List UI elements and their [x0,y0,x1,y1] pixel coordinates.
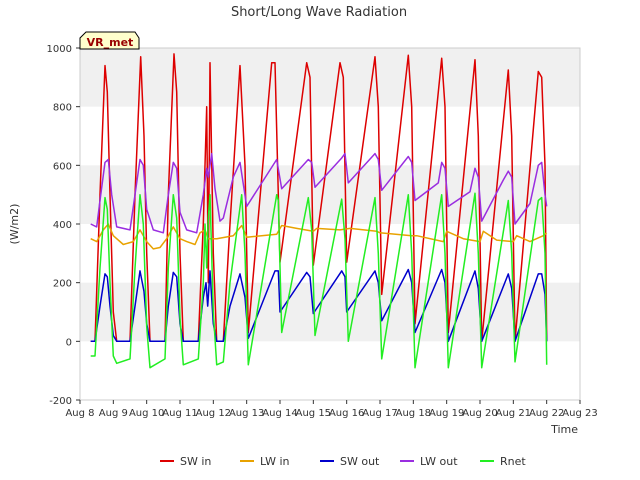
y-tick-label: 0 [66,337,72,348]
station-label-box: VR_met [79,31,140,50]
x-axis-label: Time [550,423,578,436]
x-tick-label: Aug 19 [429,408,464,419]
y-tick-label: 600 [53,161,72,172]
x-tick-label: Aug 18 [396,408,431,419]
x-tick-label: Aug 14 [262,408,297,419]
x-tick-label: Aug 23 [562,408,597,419]
y-axis: -200 0 200 400 600 800 1000 [47,44,80,407]
station-label-background [79,31,140,50]
y-tick-label: 400 [53,220,72,231]
x-tick-label: Aug 13 [229,408,264,419]
legend: SW in LW in SW out LW out Rnet [160,455,526,468]
series-line-rnet [90,192,548,369]
chart-title: Short/Long Wave Radiation [231,5,407,20]
legend-label: SW out [340,455,380,468]
grid-band [80,282,580,342]
x-tick-label: Aug 11 [162,408,197,419]
series-line-lw-in [90,223,548,250]
x-tick-label: Aug 17 [362,408,397,419]
x-tick-label: Aug 15 [296,408,331,419]
legend-label: SW in [180,455,211,468]
legend-label: Rnet [500,455,526,468]
x-tick-label: Aug 20 [462,408,497,419]
legend-label: LW out [420,455,458,468]
x-tick-label: Aug 8 [65,408,94,419]
x-tick-label: Aug 22 [529,408,564,419]
grid-band [80,48,580,107]
y-axis-label: (W/m2) [8,204,21,245]
legend-label: LW in [260,455,290,468]
series-line-sw-in [90,53,548,343]
series-layer [90,53,548,369]
grid-band [80,165,580,224]
y-tick-label: 200 [53,279,72,290]
series-line-lw-out [90,152,548,234]
y-tick-label: 800 [53,103,72,114]
grid-bands [80,48,580,342]
series-line-sw-out [90,268,548,343]
x-tick-label: Aug 10 [129,408,164,419]
station-label: VR_met [87,36,134,49]
x-tick-label: Aug 12 [196,408,231,419]
y-tick-label: -200 [49,396,72,407]
y-tick-label: 1000 [47,44,72,55]
x-tick-label: Aug 21 [496,408,531,419]
x-tick-label: Aug 16 [329,408,364,419]
x-tick-label: Aug 9 [99,408,128,419]
